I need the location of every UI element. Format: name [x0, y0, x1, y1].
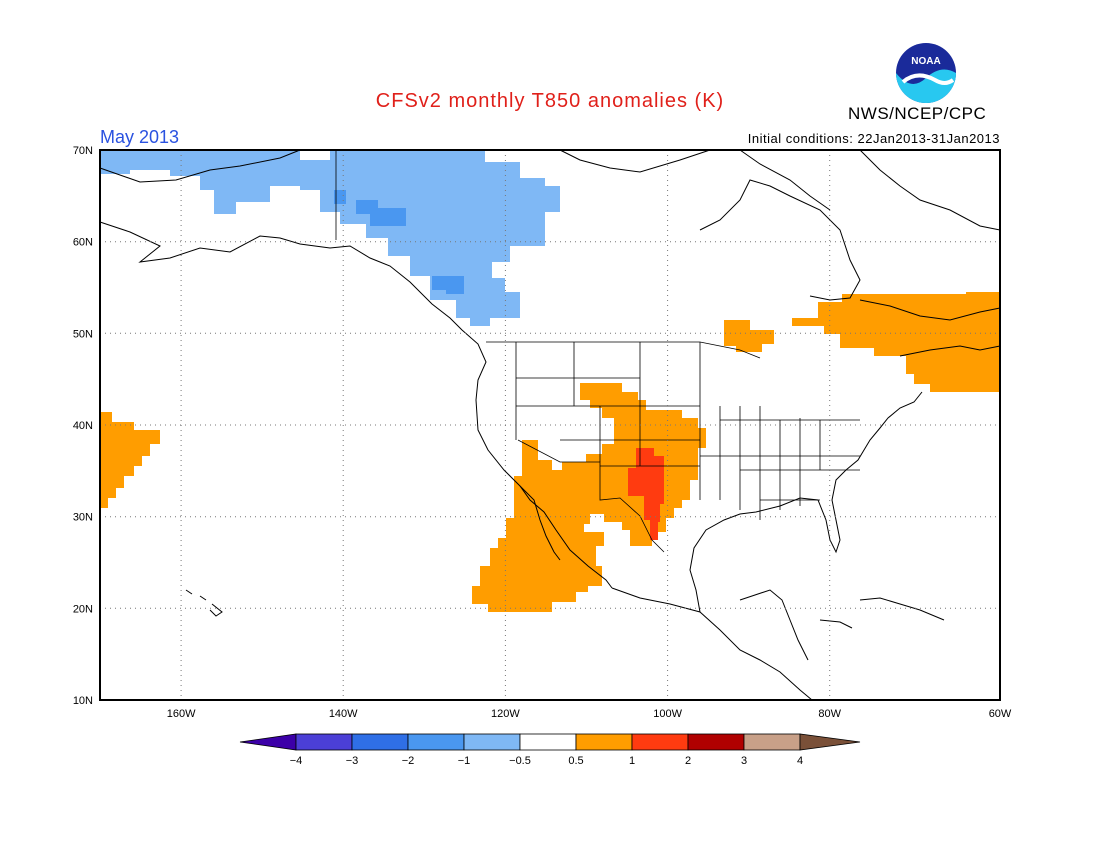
lon-label: 80W	[818, 708, 841, 720]
colorbar-bin	[631, 733, 689, 751]
colorbar-tick: 1	[629, 755, 635, 767]
forecast-month: May 2013	[100, 127, 180, 147]
colorbar-tick: 3	[741, 755, 747, 767]
colorbar-tick: −0.5	[509, 755, 531, 767]
coastlines	[99, 149, 1001, 701]
lat-label: 50N	[73, 328, 93, 340]
map-frame	[99, 149, 1001, 701]
lat-label: 10N	[73, 695, 93, 707]
lon-label: 60W	[989, 708, 1012, 720]
colorbar-bin	[687, 733, 745, 751]
lon-label: 140W	[329, 708, 358, 720]
lat-label: 60N	[73, 237, 93, 249]
colorbar-tick: −1	[458, 755, 471, 767]
colorbar-tick: 0.5	[568, 755, 583, 767]
lat-label: 40N	[73, 420, 93, 432]
lat-label: 30N	[73, 512, 93, 524]
initial-conditions: Initial conditions: 22Jan2013-31Jan2013	[747, 131, 1000, 146]
colorbar-bin	[519, 733, 577, 751]
colorbar-bin	[463, 733, 521, 751]
logo-text: NOAA	[911, 56, 940, 67]
lon-labels: 160W 140W 120W 100W 80W 60W	[167, 708, 1012, 720]
agency-label: NWS/NCEP/CPC	[848, 104, 987, 123]
colorbar-right-arrow	[799, 733, 861, 751]
colorbar: −4 −3 −2 −1 −0.5 0.5 1 2 3 4	[239, 733, 861, 767]
lat-labels: 70N 60N 50N 40N 30N 20N 10N	[73, 145, 93, 707]
map-title: CFSv2 monthly T850 anomalies (K)	[375, 90, 725, 112]
anomaly-area-negative-light	[100, 150, 560, 326]
colorbar-tick: 2	[685, 755, 691, 767]
lat-label: 70N	[73, 145, 93, 157]
colorbar-left-arrow	[239, 733, 297, 751]
colorbar-tick: −4	[290, 755, 303, 767]
colorbar-bin	[407, 733, 465, 751]
colorbar-bin	[575, 733, 633, 751]
lon-label: 160W	[167, 708, 196, 720]
lon-label: 100W	[653, 708, 682, 720]
colorbar-tick: −3	[346, 755, 359, 767]
colorbar-bin	[351, 733, 409, 751]
noaa-logo-icon: NOAA	[895, 42, 957, 104]
colorbar-bin	[295, 733, 353, 751]
lon-label: 120W	[491, 708, 520, 720]
anomaly-shading	[100, 150, 1000, 612]
lat-label: 20N	[73, 603, 93, 615]
political-borders	[335, 150, 860, 553]
colorbar-bin	[743, 733, 801, 751]
colorbar-tick: −2	[402, 755, 415, 767]
graticule	[100, 150, 1000, 700]
colorbar-tick: 4	[797, 755, 803, 767]
